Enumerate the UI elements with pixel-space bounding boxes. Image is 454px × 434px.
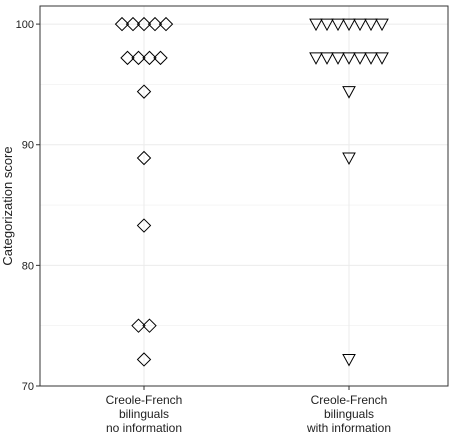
x-category-label-0: Creole-French bilinguals no information [106,393,183,434]
point-diamond-0-7 [142,50,157,66]
point-triangle-down-1-2 [331,18,345,32]
point-triangle-down-1-9 [331,52,345,65]
point-triangle-down-1-5 [364,18,378,32]
point-triangle-down-1-4 [353,18,367,32]
point-diamond-0-4 [158,16,174,32]
y-tick-label-0: 70 [22,381,34,393]
y-tick-label-3: 100 [16,19,34,31]
point-diamond-0-5 [120,50,135,66]
point-diamond-0-11 [136,218,152,233]
point-triangle-down-1-10 [342,52,356,65]
point-diamond-0-2 [136,16,152,32]
point-diamond-0-6 [131,50,146,66]
point-triangle-down-1-6 [375,18,389,32]
point-diamond-0-12 [131,318,146,333]
point-triangle-down-1-3 [342,18,356,32]
point-triangle-down-1-7 [309,52,323,65]
point-triangle-down-1-0 [309,18,323,32]
point-diamond-0-8 [153,50,168,66]
plot-border [39,5,449,387]
point-triangle-down-1-12 [364,52,378,65]
point-diamond-0-13 [142,318,157,333]
y-tick-label-2: 90 [22,140,34,152]
point-diamond-0-9 [136,84,152,99]
point-diamond-0-10 [136,150,152,166]
axes [36,5,449,390]
point-triangle-down-1-11 [353,52,367,65]
x-category-label-0-line-1: bilinguals [119,407,169,421]
y-axis-title: Categorization score [0,146,15,265]
y-tick-label-1: 80 [22,260,34,272]
point-triangle-down-1-16 [342,353,356,367]
x-category-label-1-line-1: bilinguals [324,407,374,421]
point-diamond-0-0 [114,16,130,32]
point-triangle-down-1-1 [320,18,334,32]
x-category-label-1: Creole-French bilinguals with information [306,393,391,434]
x-category-label-0-line-0: Creole-French [106,393,183,407]
point-triangle-down-1-13 [375,52,389,65]
grid-lines [40,6,448,387]
x-category-label-1-line-0: Creole-French [311,393,388,407]
point-diamond-0-1 [125,16,141,32]
point-triangle-down-1-14 [342,86,356,99]
data-points [114,16,389,367]
x-category-label-1-line-2: with information [306,421,391,434]
point-diamond-0-3 [147,16,163,32]
x-category-label-0-line-2: no information [106,421,182,434]
point-diamond-0-14 [136,352,152,367]
point-triangle-down-1-15 [342,152,356,166]
point-triangle-down-1-8 [320,52,334,65]
